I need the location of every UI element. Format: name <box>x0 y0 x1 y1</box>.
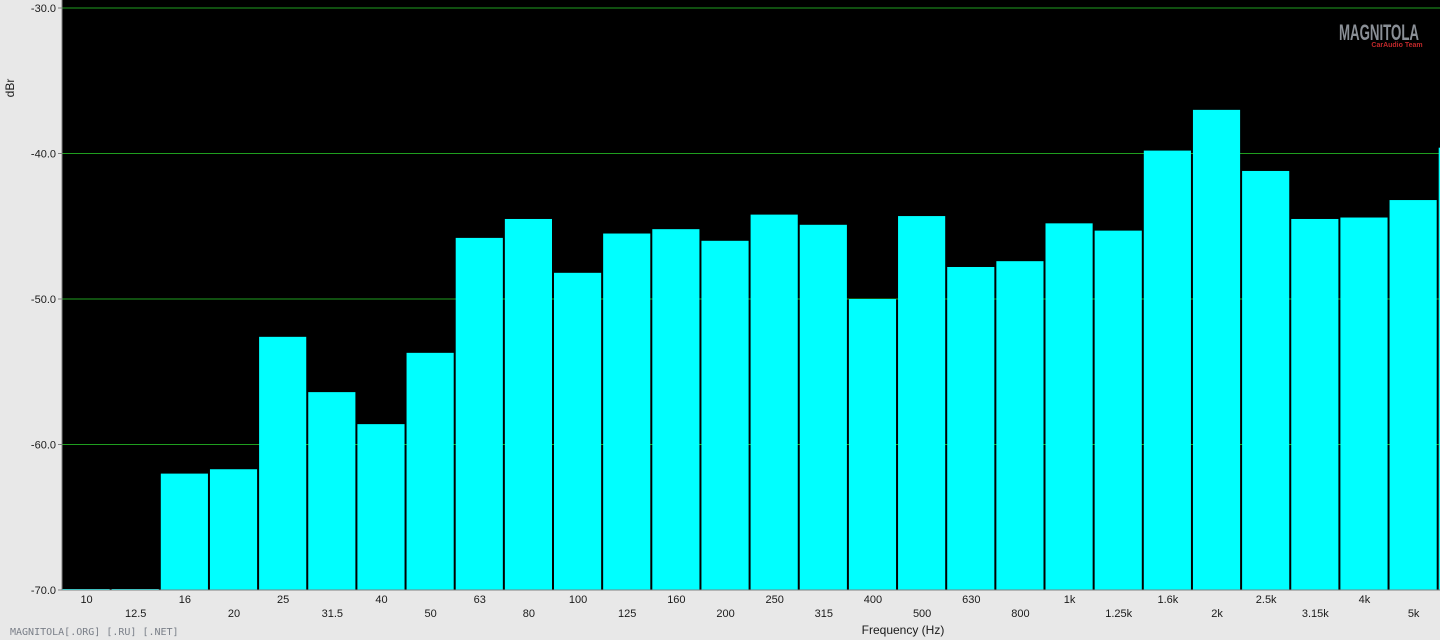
bar <box>357 424 404 590</box>
bar <box>947 267 994 590</box>
watermark-text: MAGNITOLA[.ORG] [.RU] [.NET] <box>10 627 179 638</box>
x-axis-title: Frequency (Hz) <box>862 623 945 637</box>
x-tick-label: 1.25k <box>1105 608 1132 620</box>
x-tick-label: 10 <box>80 594 92 606</box>
bar <box>308 392 355 590</box>
bar <box>407 353 454 590</box>
bar <box>996 261 1043 590</box>
x-tick-label: 160 <box>667 594 685 606</box>
x-tick-label: 315 <box>815 608 833 620</box>
y-tick-label: -50.0 <box>31 294 56 306</box>
x-tick-label: 25 <box>277 594 289 606</box>
x-tick-label: 125 <box>618 608 636 620</box>
y-tick-label: -30.0 <box>31 3 56 15</box>
bar <box>701 241 748 590</box>
bar <box>456 238 503 590</box>
x-tick-label: 800 <box>1011 608 1029 620</box>
bar <box>1242 171 1289 590</box>
x-tick-label: 2k <box>1211 608 1223 620</box>
bar <box>210 469 257 590</box>
bar <box>1193 110 1240 590</box>
x-tick-label: 80 <box>523 608 535 620</box>
x-tick-label: 4k <box>1359 594 1371 606</box>
x-tick-label: 50 <box>425 608 437 620</box>
y-axis-title: dBr <box>3 79 17 98</box>
bar <box>554 273 601 590</box>
x-tick-label: 3.15k <box>1302 608 1329 620</box>
y-tick-label: -40.0 <box>31 149 56 161</box>
x-tick-label: 5k <box>1408 608 1420 620</box>
y-axis-ticks: -30.0 -40.0 -50.0 -60.0 -70.0 <box>31 3 62 597</box>
bar <box>800 225 847 590</box>
bar <box>259 337 306 590</box>
x-tick-label: 2.5k <box>1256 594 1277 606</box>
x-tick-label: 630 <box>962 594 980 606</box>
y-tick-label: -70.0 <box>31 585 56 597</box>
x-tick-label: 16 <box>179 594 191 606</box>
logo-subtext: CarAudio Team <box>1371 42 1422 49</box>
bar <box>751 215 798 590</box>
x-tick-label: 20 <box>228 608 240 620</box>
bar <box>652 229 699 590</box>
x-tick-label: 200 <box>716 608 734 620</box>
bar <box>1291 219 1338 590</box>
x-tick-label: 1k <box>1064 594 1076 606</box>
x-tick-label: 12.5 <box>125 608 146 620</box>
y-tick-label: -60.0 <box>31 440 56 452</box>
x-tick-label: 63 <box>474 594 486 606</box>
x-tick-label: 100 <box>569 594 587 606</box>
bar <box>505 219 552 590</box>
bar <box>1144 151 1191 590</box>
bar <box>1340 218 1387 590</box>
bar <box>603 234 650 590</box>
bar <box>898 216 945 590</box>
bar <box>1390 200 1437 590</box>
bar <box>161 474 208 590</box>
x-tick-label: 31.5 <box>322 608 343 620</box>
brand-logo: MAGNITOLA CarAudio Team <box>1339 20 1423 49</box>
x-axis-ticks: 10 12.5 16 20 25 31.5 40 50 63 80 100 125 160 200 250 3… <box>80 594 1419 620</box>
x-tick-label: 400 <box>864 594 882 606</box>
x-tick-label: 500 <box>913 608 931 620</box>
x-tick-label: 1.6k <box>1157 594 1178 606</box>
x-tick-label: 40 <box>375 594 387 606</box>
bar <box>1046 223 1093 590</box>
bar <box>849 299 896 590</box>
bar <box>1095 231 1142 590</box>
x-tick-label: 250 <box>765 594 783 606</box>
